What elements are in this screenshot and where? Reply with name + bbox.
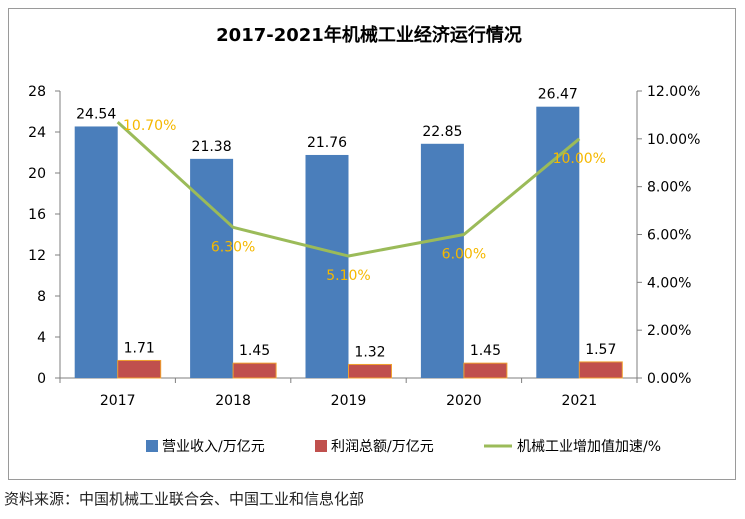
- y-right-tick-label: 12.00%: [647, 84, 700, 100]
- profit-bar: [348, 363, 392, 379]
- revenue-data-label: 24.54: [76, 106, 116, 122]
- chart-svg: 2017-2021年机械工业经济运行情况 0 4 8 12 16 20 24 28 0.00% 2…: [28, 24, 700, 455]
- profit-bar: [578, 361, 623, 379]
- y-left-tick-label: 28: [28, 84, 46, 100]
- profit-data-label: 1.45: [470, 343, 501, 359]
- x-tick-label: 2021: [561, 393, 597, 409]
- growth-data-label: 6.30%: [211, 239, 255, 255]
- legend-profit-swatch: [315, 440, 327, 452]
- growth-data-label: 6.00%: [442, 247, 486, 263]
- y-left-tick-label: 0: [37, 371, 46, 387]
- y-right-tick-label: 4.00%: [647, 275, 691, 291]
- legend-profit-label: 利润总额/万亿元: [331, 439, 434, 455]
- profit-bar: [232, 362, 277, 379]
- revenue-bar: [190, 158, 234, 378]
- revenue-bar: [305, 154, 349, 378]
- y-right-tick-label: 0.00%: [647, 371, 691, 387]
- legend-revenue-label: 营业收入/万亿元: [162, 439, 265, 455]
- y-right-tick-label: 8.00%: [647, 180, 691, 196]
- profit-data-label: 1.57: [585, 342, 616, 358]
- revenue-bar: [420, 143, 464, 378]
- profit-data-label: 1.32: [354, 344, 385, 360]
- profit-bar: [117, 359, 162, 379]
- revenue-data-label: 21.76: [307, 135, 347, 151]
- legend-revenue-swatch: [146, 440, 158, 452]
- growth-line: [116, 120, 581, 258]
- revenue-bar: [536, 106, 580, 379]
- revenue-data-label: 21.38: [192, 139, 232, 155]
- y-left-tick-label: 24: [28, 125, 46, 141]
- y-right-tick-label: 2.00%: [647, 323, 691, 339]
- growth-data-label: 10.00%: [553, 151, 606, 167]
- y-right-tick-label: 6.00%: [647, 228, 691, 244]
- y-right-tick-label: 10.00%: [647, 132, 700, 148]
- revenue-data-label: 26.47: [538, 87, 578, 103]
- profit-bar: [463, 362, 508, 379]
- legend-growth-label: 机械工业增加值加速/%: [517, 439, 661, 455]
- x-tick-label: 2019: [331, 393, 367, 409]
- profit-data-label: 1.45: [239, 343, 270, 359]
- x-tick-label: 2018: [215, 393, 251, 409]
- y-left-tick-label: 12: [28, 248, 46, 264]
- revenue-data-label: 22.85: [422, 124, 462, 140]
- profit-data-label: 1.71: [124, 340, 155, 356]
- y-left-tick-label: 4: [37, 330, 46, 346]
- chart-title: 2017-2021年机械工业经济运行情况: [216, 24, 522, 46]
- revenue-bar: [74, 126, 118, 378]
- x-tick-label: 2017: [100, 393, 136, 409]
- growth-data-label: 10.70%: [123, 118, 176, 134]
- y-left-tick-label: 20: [28, 166, 46, 182]
- source-note: 资料来源：中国机械工业联合会、中国工业和信息化部: [4, 490, 365, 508]
- chart-frame: 2017-2021年机械工业经济运行情况 0 4 8 12 16 20 24 28 0.00% 2…: [8, 8, 736, 480]
- y-left-tick-label: 8: [37, 289, 46, 305]
- y-left-tick-label: 16: [28, 207, 46, 223]
- growth-data-label: 5.10%: [326, 268, 370, 284]
- x-tick-label: 2020: [446, 393, 482, 409]
